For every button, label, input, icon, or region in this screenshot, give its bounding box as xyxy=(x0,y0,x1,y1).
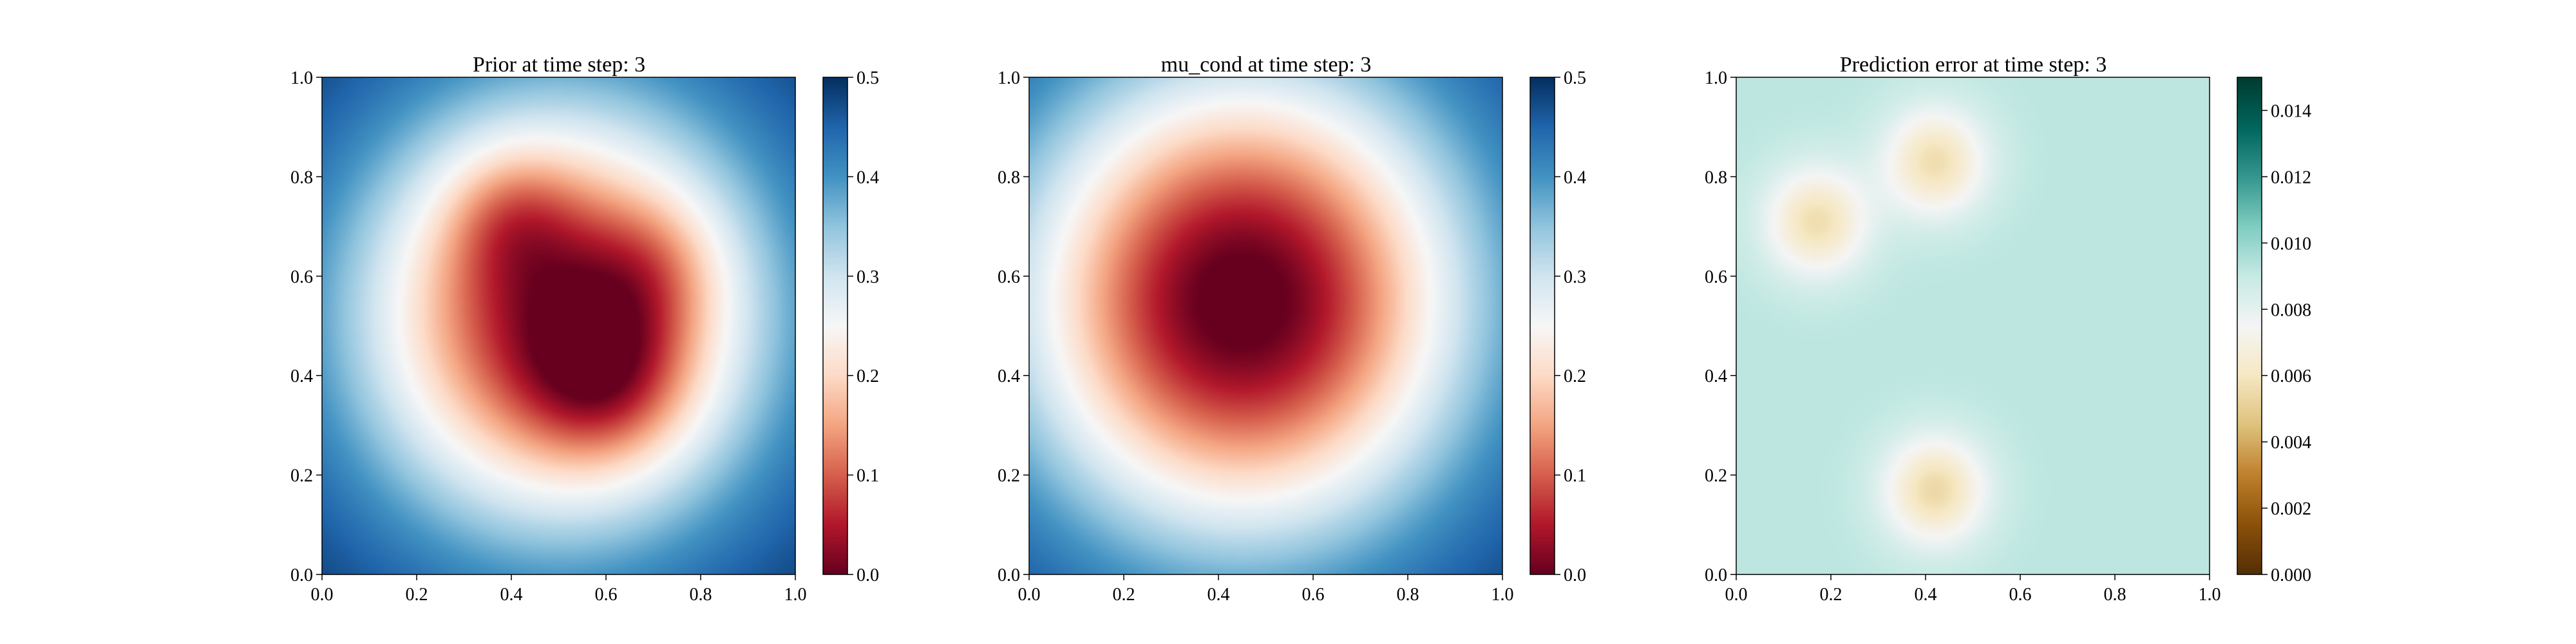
y-tick-label: 0.8 xyxy=(290,167,313,187)
colorbar-tick-label: 0.5 xyxy=(1564,68,1586,88)
colorbar-tick-label: 0.008 xyxy=(2271,300,2311,320)
x-tick-label: 1.0 xyxy=(784,585,807,605)
x-tick-label: 0.6 xyxy=(2009,585,2032,605)
x-tick-label: 1.0 xyxy=(2199,585,2221,605)
colorbar-tick-label: 0.004 xyxy=(2271,433,2311,453)
x-tick-label: 0.8 xyxy=(690,585,712,605)
x-tick-label: 0.2 xyxy=(1113,585,1135,605)
colorbar-image xyxy=(2237,77,2262,574)
heatmap-image xyxy=(1736,77,2210,574)
colorbar-tick-label: 0.5 xyxy=(857,68,879,88)
panel-title: Prediction error at time step: 3 xyxy=(1840,53,2107,77)
y-tick-label: 0.6 xyxy=(998,267,1020,287)
y-tick-label: 0.4 xyxy=(998,366,1020,386)
colorbar-tick-label: 0.000 xyxy=(2271,565,2311,585)
colorbar-frame xyxy=(822,77,848,575)
colorbar-tick-label: 0.3 xyxy=(1564,267,1586,287)
panel-mu-cond: mu_cond at time step: 3 0.0 0.2 0.4 0.6 0.8 1… xyxy=(998,53,1586,605)
colorbar-tick-label: 0.002 xyxy=(2271,499,2311,519)
y-tick-label: 1.0 xyxy=(1705,68,1727,88)
x-tick-label: 1.0 xyxy=(1492,585,1514,605)
colorbar-tick-label: 0.012 xyxy=(2271,167,2311,187)
colorbar-frame xyxy=(1530,77,1555,575)
x-tick-label: 0.0 xyxy=(1725,585,1748,605)
y-tick-label: 1.0 xyxy=(290,68,313,88)
y-axis: 0.0 0.2 0.4 0.6 0.8 1.0 xyxy=(290,68,322,585)
x-tick-label: 0.8 xyxy=(2104,585,2126,605)
colorbar-tick-label: 0.014 xyxy=(2271,101,2311,121)
panel-title: mu_cond at time step: 3 xyxy=(1161,53,1372,77)
panel-prediction-error: Prediction error at time step: 3 0.0 0.2 0… xyxy=(1705,53,2311,605)
colorbar-tick-label: 0.2 xyxy=(1564,366,1586,386)
y-tick-label: 0.8 xyxy=(998,167,1020,187)
y-tick-label: 0.4 xyxy=(290,366,313,386)
y-tick-label: 0.8 xyxy=(1705,167,1727,187)
x-tick-label: 0.6 xyxy=(1302,585,1325,605)
y-tick-label: 0.6 xyxy=(290,267,313,287)
y-axis: 0.0 0.2 0.4 0.6 0.8 1.0 xyxy=(1705,68,1736,585)
plot-frame xyxy=(1028,77,1503,575)
y-tick-label: 0.6 xyxy=(1705,267,1727,287)
y-tick-label: 0.2 xyxy=(998,466,1020,486)
colorbar-tick-label: 0.3 xyxy=(857,267,879,287)
x-tick-label: 0.2 xyxy=(1820,585,1842,605)
colorbar-axis: 0.0 0.1 0.2 0.3 0.4 0.5 xyxy=(1555,68,1586,585)
x-axis: 0.0 0.2 0.4 0.6 0.8 1.0 xyxy=(1018,574,1514,605)
plot-frame xyxy=(1736,77,2210,575)
y-tick-label: 1.0 xyxy=(998,68,1020,88)
panel-title: Prior at time step: 3 xyxy=(473,53,645,77)
colorbar-frame xyxy=(2237,77,2262,575)
colorbar-axis: 0.000 0.002 0.004 0.006 0.008 0.010 0.012 0.014 xyxy=(2262,101,2311,585)
colorbar-tick-label: 0.1 xyxy=(857,466,879,486)
x-tick-label: 0.2 xyxy=(406,585,428,605)
y-tick-label: 0.0 xyxy=(290,565,313,585)
colorbar-tick-label: 0.006 xyxy=(2271,366,2311,386)
colorbar-axis: 0.0 0.1 0.2 0.3 0.4 0.5 xyxy=(848,68,879,585)
plot-frame xyxy=(321,77,796,575)
heatmap-image xyxy=(1029,77,1502,574)
y-tick-label: 0.0 xyxy=(998,565,1020,585)
panel-prior: Prior at time step: 3 0.0 0.2 0.4 0.6 0.8 1.0… xyxy=(290,53,879,605)
y-tick-label: 0.2 xyxy=(1705,466,1727,486)
colorbar-tick-label: 0.2 xyxy=(857,366,879,386)
colorbar-tick-label: 0.4 xyxy=(857,167,879,187)
x-axis: 0.0 0.2 0.4 0.6 0.8 1.0 xyxy=(1725,574,2221,605)
colorbar-tick-label: 0.0 xyxy=(857,565,879,585)
x-tick-label: 0.0 xyxy=(1018,585,1041,605)
x-axis: 0.0 0.2 0.4 0.6 0.8 1.0 xyxy=(311,574,807,605)
y-tick-label: 0.2 xyxy=(290,466,313,486)
x-tick-label: 0.6 xyxy=(595,585,618,605)
colorbar-image xyxy=(823,77,848,574)
colorbar-tick-label: 0.4 xyxy=(1564,167,1586,187)
x-tick-label: 0.0 xyxy=(311,585,334,605)
colorbar-tick-label: 0.0 xyxy=(1564,565,1586,585)
y-tick-label: 0.0 xyxy=(1705,565,1727,585)
colorbar-tick-label: 0.1 xyxy=(1564,466,1586,486)
colorbar-image xyxy=(1530,77,1555,574)
x-tick-label: 0.8 xyxy=(1397,585,1419,605)
y-axis: 0.0 0.2 0.4 0.6 0.8 1.0 xyxy=(998,68,1029,585)
heatmap-image xyxy=(322,77,795,574)
x-tick-label: 0.4 xyxy=(1915,585,1937,605)
x-tick-label: 0.4 xyxy=(1208,585,1230,605)
colorbar-tick-label: 0.010 xyxy=(2271,234,2311,254)
x-tick-label: 0.4 xyxy=(500,585,523,605)
y-tick-label: 0.4 xyxy=(1705,366,1727,386)
